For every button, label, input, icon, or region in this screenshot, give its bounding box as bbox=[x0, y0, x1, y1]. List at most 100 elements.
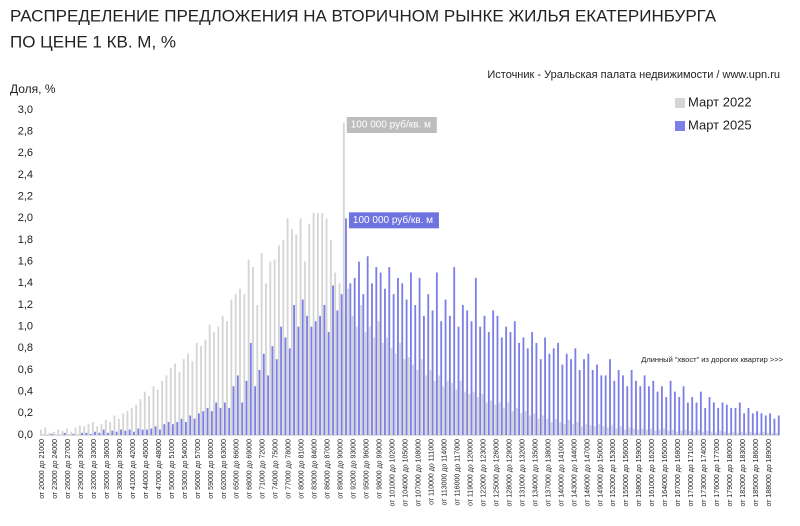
bar bbox=[563, 424, 566, 435]
bar bbox=[669, 380, 672, 435]
bar bbox=[706, 430, 709, 435]
bar bbox=[630, 370, 633, 435]
bar bbox=[518, 342, 521, 435]
bar bbox=[754, 432, 756, 435]
bar bbox=[223, 402, 226, 435]
bar bbox=[773, 418, 776, 435]
bar bbox=[697, 429, 700, 435]
bar bbox=[221, 315, 224, 435]
bar bbox=[301, 299, 304, 435]
bar bbox=[442, 386, 445, 435]
bar bbox=[520, 413, 523, 435]
bar bbox=[371, 283, 373, 435]
bar bbox=[459, 380, 462, 435]
bar bbox=[48, 432, 51, 435]
bar bbox=[278, 245, 280, 435]
bar bbox=[407, 357, 410, 435]
bar bbox=[730, 407, 733, 435]
bar bbox=[403, 359, 406, 435]
y-tick-label: 2,4 bbox=[18, 169, 33, 181]
bar bbox=[100, 424, 103, 435]
bar bbox=[723, 431, 726, 435]
x-tick-label: от 77000 до 78000 bbox=[286, 439, 293, 499]
bar bbox=[751, 413, 754, 435]
bar bbox=[202, 411, 205, 435]
x-tick-label: от 65000 до 66000 bbox=[234, 439, 241, 499]
x-tick-label: от 134000 до 135000 bbox=[532, 439, 539, 507]
x-tick-label: от 176000 до 177000 bbox=[714, 439, 721, 507]
y-tick-label: 1,0 bbox=[18, 321, 33, 333]
bar bbox=[241, 402, 244, 435]
bar bbox=[598, 424, 601, 435]
bar bbox=[702, 431, 704, 435]
bar bbox=[628, 427, 631, 435]
bar bbox=[154, 426, 157, 435]
bar bbox=[412, 364, 415, 435]
bar bbox=[159, 429, 161, 435]
x-tick-label: от 83000 до 84000 bbox=[312, 439, 319, 499]
bar bbox=[234, 294, 237, 435]
bar bbox=[639, 386, 642, 435]
bar bbox=[163, 424, 166, 435]
bar bbox=[273, 259, 276, 435]
bar bbox=[143, 391, 146, 435]
bar bbox=[96, 426, 99, 435]
bar bbox=[280, 326, 283, 435]
source: Источник - Уральская палата недвижимости… bbox=[487, 69, 780, 81]
bar bbox=[362, 294, 365, 435]
bar bbox=[756, 411, 759, 435]
bar bbox=[200, 346, 202, 435]
bar bbox=[191, 361, 194, 435]
bar bbox=[78, 425, 81, 435]
bar bbox=[193, 418, 196, 435]
bar bbox=[708, 397, 711, 435]
bar bbox=[529, 415, 531, 435]
bar bbox=[319, 315, 321, 435]
bar bbox=[585, 424, 588, 435]
bar bbox=[323, 305, 326, 435]
bar bbox=[695, 402, 698, 435]
x-tick-label: от 107000 до 108000 bbox=[415, 439, 422, 507]
chart-title: ПО ЦЕНЕ 1 КВ. М, % bbox=[10, 32, 176, 51]
bar bbox=[57, 429, 60, 435]
bar bbox=[115, 431, 118, 435]
bar bbox=[643, 375, 646, 435]
bar bbox=[743, 413, 746, 435]
bar bbox=[182, 359, 185, 435]
bar bbox=[366, 256, 369, 435]
legend-label: Март 2022 bbox=[688, 94, 752, 109]
bar bbox=[139, 399, 142, 435]
bar bbox=[572, 424, 575, 435]
bar bbox=[492, 310, 495, 435]
bar bbox=[578, 370, 581, 435]
bar bbox=[133, 431, 135, 435]
bar bbox=[710, 431, 713, 435]
bar bbox=[758, 432, 761, 435]
x-tick-label: от 164000 до 165000 bbox=[662, 439, 669, 507]
bar bbox=[615, 428, 618, 435]
bar bbox=[498, 402, 501, 435]
y-tick-label: 1,6 bbox=[18, 256, 33, 268]
x-tick-label: от 68000 до 69000 bbox=[247, 439, 254, 499]
bar bbox=[546, 418, 549, 435]
bar bbox=[645, 429, 648, 435]
x-tick-label: от 35000 до 36000 bbox=[104, 439, 111, 499]
bar bbox=[286, 218, 289, 435]
bar bbox=[481, 393, 484, 435]
bar bbox=[613, 380, 616, 435]
bar bbox=[734, 407, 737, 435]
bar bbox=[671, 429, 674, 435]
bar bbox=[148, 396, 151, 435]
bar bbox=[539, 359, 542, 435]
bar bbox=[312, 212, 315, 435]
bar bbox=[247, 259, 250, 435]
bar bbox=[667, 430, 670, 435]
y-tick-label: 2,8 bbox=[18, 126, 33, 138]
bar bbox=[74, 427, 77, 435]
y-tick-label: 1,2 bbox=[18, 299, 33, 311]
bar bbox=[397, 277, 399, 435]
bar bbox=[762, 431, 765, 435]
bar bbox=[433, 380, 436, 435]
bar bbox=[565, 353, 568, 435]
bar bbox=[721, 402, 724, 435]
